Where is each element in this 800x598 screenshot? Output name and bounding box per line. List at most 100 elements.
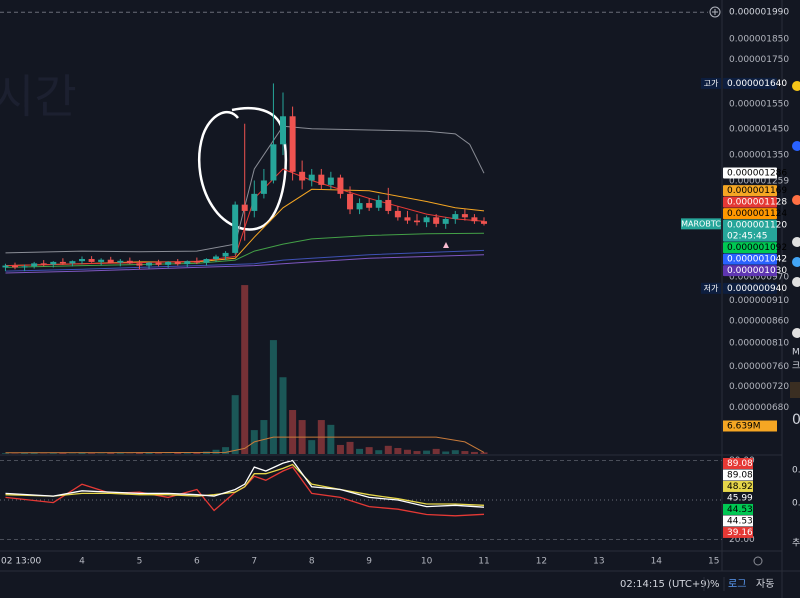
x-tick-label: 15 [708, 557, 719, 567]
candle-body [404, 217, 411, 221]
sidebar-icon[interactable] [792, 81, 800, 91]
volume-bar [461, 451, 469, 454]
oscillator-line [5, 463, 485, 506]
price-badge-label: 0.000001640 [727, 79, 787, 89]
sidebar-icon[interactable] [792, 277, 800, 287]
candle-body [318, 174, 325, 185]
price-badge [723, 219, 777, 242]
crosshair-label: 02 13:00 [1, 557, 42, 567]
candle-body [11, 265, 18, 268]
candle-body [308, 174, 315, 181]
volume-bar [21, 452, 29, 454]
sidebar-icon[interactable] [792, 141, 800, 151]
candle-body [251, 193, 258, 211]
osc-badge-label: 44.53 [727, 505, 753, 515]
y-tick-label: 0.000001350 [729, 151, 789, 161]
volume-bar [403, 449, 411, 454]
volume-bar [40, 453, 48, 454]
y-tick-label: 0.000001450 [729, 124, 789, 134]
oscillator-line [5, 459, 485, 508]
osc-badge-label: 44.53 [727, 516, 753, 526]
status-auto[interactable]: 자동 [756, 578, 774, 590]
osc-badge [723, 492, 753, 504]
status-log[interactable]: 로그 [728, 579, 746, 590]
candle-body [413, 220, 420, 223]
x-tick-label: 6 [194, 557, 200, 567]
volume-bar [1, 453, 9, 454]
volume-bar [413, 451, 421, 454]
price-badge [723, 185, 777, 197]
watermark: 시간 [0, 70, 77, 124]
candle-body [241, 204, 248, 211]
volume-bar [480, 452, 488, 454]
candle-body [79, 259, 86, 262]
sidebar-icon[interactable] [792, 257, 800, 267]
candle-body [69, 261, 76, 264]
volume-bar [212, 449, 220, 454]
signal-marker [443, 242, 449, 248]
price-tag-label: 고가 [704, 79, 719, 88]
sidebar-text: 추 [792, 538, 800, 549]
sidebar-icon[interactable] [792, 237, 800, 247]
candle-body [126, 260, 133, 264]
sidebar-icon[interactable] [792, 328, 800, 338]
volume-bar [308, 440, 316, 454]
volume-bar [145, 452, 153, 454]
volume-bar [279, 377, 287, 454]
volume-bar [116, 453, 124, 454]
x-tick-label: 14 [651, 557, 663, 567]
x-tick-label: 8 [309, 557, 315, 567]
price-badge [723, 265, 777, 277]
y-tick-label: 0.000001850 [729, 35, 789, 45]
sidebar-text: 크 [792, 362, 800, 372]
sidebar-icon[interactable] [792, 195, 800, 205]
settings-icon[interactable] [753, 556, 763, 566]
candle-body [98, 259, 105, 262]
sidebar-text: Ma [792, 348, 800, 358]
osc-badge [723, 480, 753, 492]
countdown: 02:45:45 [727, 232, 767, 242]
volume-bar [174, 452, 182, 454]
candle-body [184, 261, 191, 265]
candle-body [88, 259, 95, 262]
osc-badge-label: 48.92 [727, 482, 753, 492]
price-badge [723, 282, 777, 294]
y-tick-label: 0.000000970 [729, 272, 789, 282]
price-tag [701, 282, 721, 294]
volume-bar [164, 453, 172, 454]
sidebar-button[interactable] [790, 382, 800, 398]
volume-bar [269, 340, 277, 454]
status-percent[interactable]: % [710, 579, 720, 590]
osc-badge [723, 469, 753, 481]
volume-bar [432, 448, 440, 454]
candle-body [193, 261, 200, 263]
candle-body [232, 204, 239, 253]
volume-badge [723, 420, 777, 432]
price-badge [723, 167, 777, 179]
price-badge-label: 0.000000940 [727, 284, 787, 294]
y-tick-label: 0.000000810 [729, 339, 789, 349]
price-badge-label: 0.000001042 [727, 255, 787, 265]
y-tick-label: 0.000000720 [729, 382, 789, 392]
candle-body [471, 217, 478, 222]
price-tag [681, 218, 721, 230]
candle-body [222, 252, 229, 257]
candle-body [347, 193, 354, 210]
candle-body [289, 116, 296, 172]
x-tick-label: 11 [478, 557, 489, 567]
volume-bar [126, 453, 134, 454]
volume-bar [107, 452, 115, 454]
candle-body [337, 177, 344, 194]
sidebar-text: 0 [792, 412, 800, 428]
add-alert-icon[interactable] [709, 6, 721, 18]
volume-bar [241, 285, 249, 454]
price-badge-label: 0.000001286 [727, 168, 787, 178]
status-time: 02:14:15 (UTC+9) [620, 579, 711, 590]
volume-bar [327, 424, 335, 454]
candle-body [212, 256, 219, 260]
candle-body [174, 261, 181, 265]
osc-tick-label: 20.00 [729, 535, 755, 545]
candle-body [107, 259, 114, 263]
